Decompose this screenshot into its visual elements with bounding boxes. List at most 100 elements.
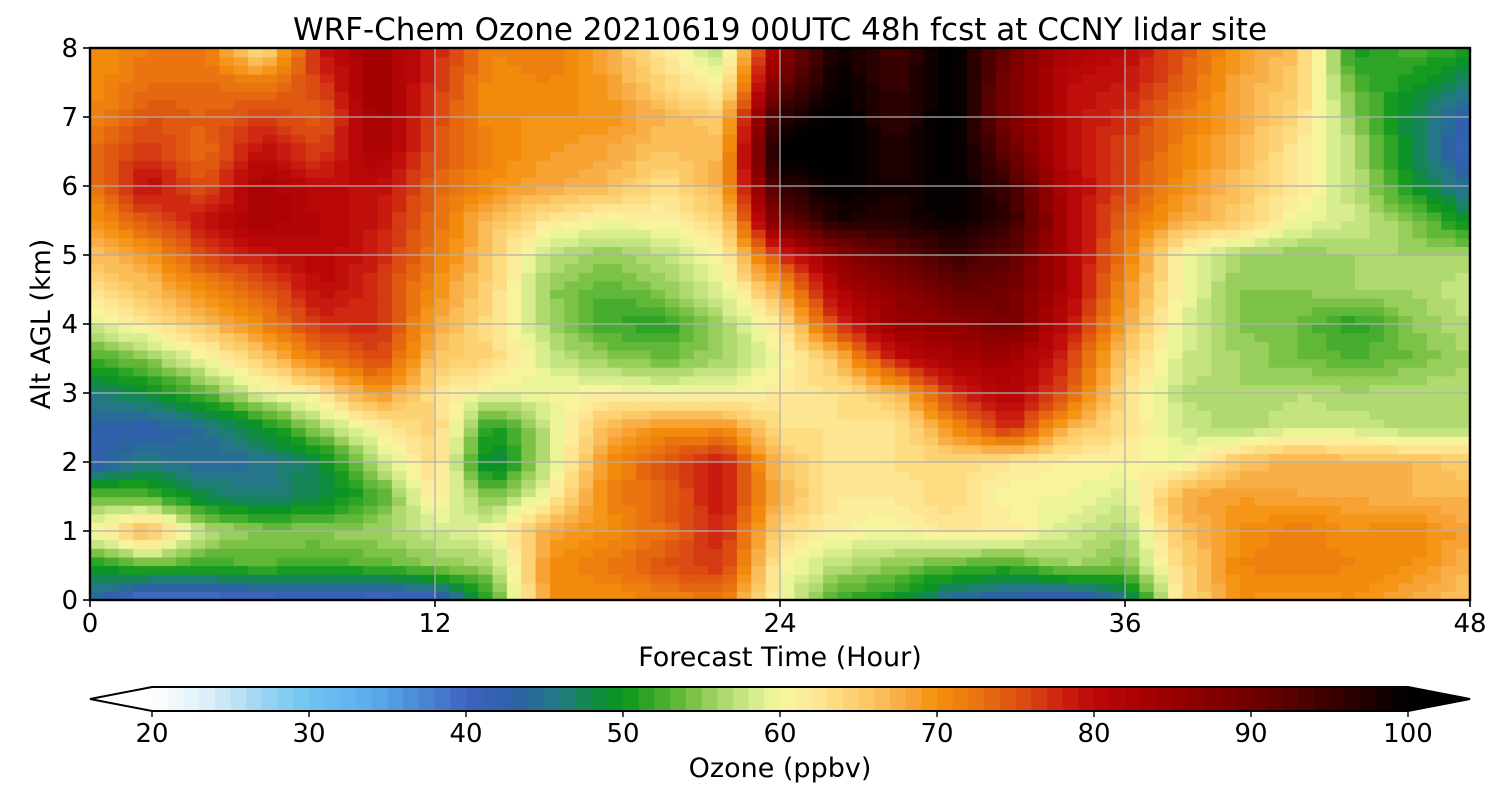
heatmap-cell — [1096, 177, 1112, 187]
heatmap-cell — [478, 505, 494, 515]
heatmap-cell — [535, 272, 551, 282]
heatmap-cell — [765, 470, 781, 480]
heatmap-cell — [291, 298, 307, 308]
heatmap-cell — [1139, 280, 1155, 291]
heatmap-cell — [90, 548, 105, 558]
heatmap-cell — [320, 160, 335, 170]
heatmap-cell — [363, 410, 379, 420]
heatmap-cell — [391, 401, 407, 411]
heatmap-cell — [1355, 539, 1370, 549]
heatmap-cell — [219, 220, 235, 230]
heatmap-cell — [363, 194, 379, 204]
heatmap-cell — [248, 255, 264, 265]
heatmap-cell — [679, 548, 695, 558]
heatmap-cell — [1153, 349, 1169, 360]
heatmap-cell — [823, 384, 839, 394]
heatmap-cell — [1283, 263, 1299, 273]
heatmap-cell — [492, 487, 508, 498]
heatmap-cell — [923, 177, 939, 187]
heatmap-cell — [420, 393, 436, 403]
heatmap-cell — [1369, 194, 1385, 204]
heatmap-cell — [406, 255, 422, 265]
heatmap-cell — [794, 427, 810, 437]
heatmap-cell — [1053, 582, 1069, 592]
heatmap-cell — [1096, 289, 1112, 299]
heatmap-cell — [578, 151, 594, 161]
heatmap-cell — [895, 237, 910, 247]
heatmap-cell — [794, 289, 810, 299]
heatmap-cell — [708, 393, 724, 403]
heatmap-cell — [1369, 229, 1385, 239]
heatmap-cell — [420, 349, 436, 360]
heatmap-cell — [636, 548, 652, 558]
heatmap-cell — [320, 556, 335, 567]
heatmap-cell — [1283, 427, 1299, 437]
heatmap-cell — [435, 444, 450, 454]
heatmap-cell — [578, 211, 594, 222]
heatmap-cell — [679, 272, 695, 282]
heatmap-cell — [391, 531, 407, 541]
heatmap-cell — [679, 522, 695, 532]
heatmap-cell — [1125, 384, 1140, 394]
heatmap-cell — [1340, 237, 1356, 247]
heatmap-cell — [535, 574, 551, 584]
heatmap-cell — [348, 496, 364, 506]
heatmap-cell — [147, 539, 163, 549]
heatmap-cell — [492, 384, 508, 394]
heatmap-cell — [1369, 186, 1385, 196]
heatmap-cell — [1096, 462, 1112, 472]
heatmap-cell — [1369, 548, 1385, 558]
heatmap-cell — [104, 186, 120, 196]
heatmap-cell — [1254, 151, 1270, 161]
heatmap-cell — [463, 341, 479, 351]
heatmap-cell — [420, 220, 436, 230]
heatmap-cell — [808, 186, 824, 196]
heatmap-cell — [1168, 401, 1184, 411]
heatmap-cell — [736, 582, 752, 592]
heatmap-cell — [1426, 487, 1442, 498]
heatmap-cell — [1067, 479, 1083, 489]
heatmap-cell — [851, 160, 867, 170]
heatmap-cell — [1441, 349, 1457, 360]
heatmap-cell — [866, 548, 882, 558]
heatmap-cell — [262, 384, 278, 394]
heatmap-cell — [1254, 384, 1270, 394]
heatmap-cell — [1240, 263, 1255, 273]
heatmap-cell — [1283, 211, 1299, 222]
heatmap-cell — [1455, 220, 1471, 230]
heatmap-cell — [248, 220, 264, 230]
heatmap-cell — [966, 203, 982, 213]
heatmap-cell — [478, 358, 494, 368]
heatmap-cell — [233, 384, 249, 394]
heatmap-cell — [1383, 574, 1399, 584]
heatmap-cell — [621, 418, 637, 429]
heatmap-cell — [463, 565, 479, 575]
heatmap-cell — [205, 358, 220, 368]
heatmap-cell — [1182, 263, 1198, 273]
heatmap-cell — [1398, 315, 1414, 325]
heatmap-cell — [1455, 513, 1471, 523]
heatmap-cell — [320, 229, 335, 239]
heatmap-cell — [1110, 220, 1126, 230]
heatmap-cell — [995, 384, 1011, 394]
heatmap-cell — [1297, 255, 1313, 265]
heatmap-cell — [521, 548, 537, 558]
heatmap-cell — [593, 367, 609, 377]
heatmap-cell — [1340, 255, 1356, 265]
heatmap-cell — [133, 565, 149, 575]
heatmap-cell — [161, 237, 177, 247]
heatmap-cell — [463, 384, 479, 394]
heatmap-cell — [1340, 160, 1356, 170]
heatmap-cell — [593, 410, 609, 420]
heatmap-cell — [348, 505, 364, 515]
heatmap-cell — [1225, 453, 1241, 463]
heatmap-cell — [205, 410, 220, 420]
heatmap-cell — [1383, 151, 1399, 161]
heatmap-cell — [1412, 582, 1428, 592]
heatmap-cell — [1139, 444, 1155, 454]
heatmap-cell — [650, 496, 666, 506]
heatmap-cell — [1053, 479, 1069, 489]
heatmap-cell — [1096, 341, 1112, 351]
heatmap-cell — [1340, 203, 1356, 213]
heatmap-cell — [837, 522, 853, 532]
